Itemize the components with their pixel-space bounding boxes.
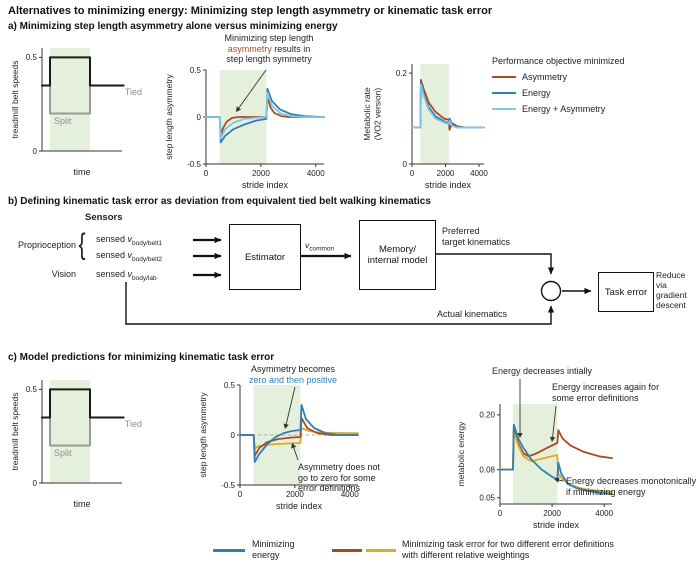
brace-icon: {	[78, 228, 86, 261]
annotation-a2-line3: step length symmetry	[226, 54, 312, 64]
svg-text:time: time	[73, 167, 90, 177]
svg-text:Split: Split	[54, 448, 72, 458]
actual-kinematics-label: Actual kinematics	[437, 309, 508, 319]
svg-text:0.5: 0.5	[26, 53, 38, 62]
chart-c3-metabolic-energy: 0.05 0.08 0.20 0 2000 4000 stride index metabol…	[456, 379, 614, 530]
diagram-arrows-canvas	[125, 236, 592, 325]
reduce-gradient-label: Reduce via gradient descent	[656, 270, 687, 310]
svg-text:0: 0	[33, 479, 38, 488]
svg-text:stride index: stride index	[242, 180, 289, 190]
svg-text:Split: Split	[54, 116, 72, 126]
annotation-c3-monotonic: Energy decreases monotonically if minimi…	[566, 476, 697, 497]
svg-text:0: 0	[410, 169, 415, 178]
panel-b-heading: b) Defining kinematic task error as devi…	[8, 196, 431, 207]
chart-a1-treadmill-belt-speeds: 0 0.5 Split Tied time treadmill belt speeds	[10, 48, 142, 177]
svg-text:Metabolic rate: Metabolic rate	[362, 87, 372, 141]
svg-text:metabolic energy: metabolic energy	[456, 421, 466, 486]
legend-label-energy-asymmetry: Energy + Asymmetry	[522, 104, 606, 114]
annotation-a2-word-asymmetry: asymmetry	[227, 43, 272, 54]
legend-swatch-asymmetry	[492, 75, 516, 79]
svg-text:-0.5: -0.5	[221, 481, 235, 490]
svg-text:0.20: 0.20	[479, 411, 495, 420]
svg-text:0.05: 0.05	[479, 494, 495, 503]
legend-swatch-energy-asymmetry	[492, 107, 516, 111]
svg-text:4000: 4000	[595, 509, 613, 518]
svg-text:stride index: stride index	[533, 520, 580, 530]
preferred-kinematics-label: Preferred target kinematics	[442, 226, 511, 247]
svg-text:4000: 4000	[307, 169, 325, 178]
sensed-v-lab-label: sensed vbody/lab	[96, 269, 157, 282]
legend-title: Performance objective minimized	[492, 56, 625, 66]
svg-text:treadmill belt speeds: treadmill belt speeds	[10, 61, 20, 139]
annotation-c2-bottom: Asymmetry does not go to zero for some e…	[298, 462, 381, 493]
proprioception-label: Proprioception	[17, 240, 76, 250]
svg-text:0.08: 0.08	[479, 465, 495, 474]
svg-text:0: 0	[498, 509, 503, 518]
v-common-label: vcommon	[305, 240, 335, 253]
svg-text:stride index: stride index	[425, 180, 472, 190]
task-error-box: Task error	[598, 272, 654, 312]
svg-text:Tied: Tied	[125, 419, 142, 429]
legend-performance-objective: Performance objective minimized Asymmetr…	[492, 56, 625, 114]
svg-text:step length asymmetry: step length asymmetry	[164, 74, 174, 160]
legend-item-asymmetry: Asymmetry	[492, 72, 625, 82]
svg-text:0: 0	[33, 147, 38, 156]
panel-b-diagram: Sensors Proprioception { sensed vbody/be…	[0, 210, 698, 360]
figure-title: Alternatives to minimizing energy: Minim…	[8, 5, 493, 17]
chart-a3-metabolic-rate: 0 0.2 0 2000 4000 stride index Metabolic rate(…	[362, 64, 488, 190]
svg-text:Tied: Tied	[125, 87, 142, 97]
sensors-label: Sensors	[85, 212, 123, 223]
svg-text:0.5: 0.5	[26, 385, 38, 394]
legend-label-asymmetry: Asymmetry	[522, 72, 567, 82]
comparator-circle	[540, 280, 562, 302]
svg-text:0.5: 0.5	[190, 66, 202, 75]
svg-text:stride index: stride index	[276, 501, 323, 511]
annotation-c2-top: Asymmetry becomes zero and then positive	[248, 364, 338, 385]
bottom-legend-task-label: Minimizing task error for two different …	[402, 539, 614, 560]
svg-text:4000: 4000	[341, 490, 359, 499]
svg-text:step length asymmetry: step length asymmetry	[198, 392, 208, 478]
memory-box: Memory/internal model	[359, 220, 436, 290]
svg-text:(VO2 version): (VO2 version)	[373, 88, 383, 141]
annotation-c3-initial: Energy decreases intially	[492, 366, 593, 376]
legend-swatch-energy	[492, 91, 516, 95]
svg-text:2000: 2000	[252, 169, 270, 178]
svg-text:0: 0	[403, 160, 408, 169]
svg-text:2000: 2000	[543, 509, 561, 518]
chart-c1-treadmill-belt-speeds: 0 0.5 Split Tied time treadmill belt speeds	[10, 380, 142, 509]
estimator-box: Estimator	[229, 224, 301, 290]
svg-text:2000: 2000	[286, 490, 304, 499]
annotation-a2: Minimizing step length asymmetry results…	[210, 33, 328, 65]
bottom-legend-task-swatch-1	[332, 549, 362, 552]
sensed-v-belt1-label: sensed vbody/belt1	[96, 234, 163, 247]
legend-item-energy-asymmetry: Energy + Asymmetry	[492, 104, 625, 114]
svg-text:0: 0	[197, 113, 202, 122]
legend-label-energy: Energy	[522, 88, 551, 98]
legend-item-energy: Energy	[492, 88, 625, 98]
sensed-v-belt2-label: sensed vbody/belt2	[96, 250, 163, 263]
svg-text:0.2: 0.2	[396, 69, 408, 78]
svg-text:0: 0	[204, 169, 209, 178]
annotation-c3-increase: Energy increases again for some error de…	[552, 382, 660, 403]
panel-c-heading: c) Model predictions for minimizing kine…	[8, 352, 275, 363]
svg-text:treadmill belt speeds: treadmill belt speeds	[10, 393, 20, 471]
bottom-legend-energy-swatch	[213, 549, 245, 552]
svg-text:time: time	[73, 499, 90, 509]
svg-text:2000: 2000	[437, 169, 455, 178]
svg-text:4000: 4000	[470, 169, 488, 178]
bottom-legend-energy-label: Minimizing energy	[252, 539, 295, 560]
svg-text:-0.5: -0.5	[187, 160, 201, 169]
bottom-legend-task-swatch-2	[366, 549, 396, 552]
svg-text:0.5: 0.5	[224, 381, 236, 390]
annotation-a2-line2-rest: results in	[271, 43, 311, 54]
panel-a-heading: a) Minimizing step length asymmetry alon…	[8, 21, 338, 32]
svg-text:0: 0	[238, 490, 243, 499]
svg-text:0: 0	[231, 431, 236, 440]
annotation-a2-line1: Minimizing step length	[224, 33, 314, 43]
vision-label: Vision	[51, 269, 76, 279]
